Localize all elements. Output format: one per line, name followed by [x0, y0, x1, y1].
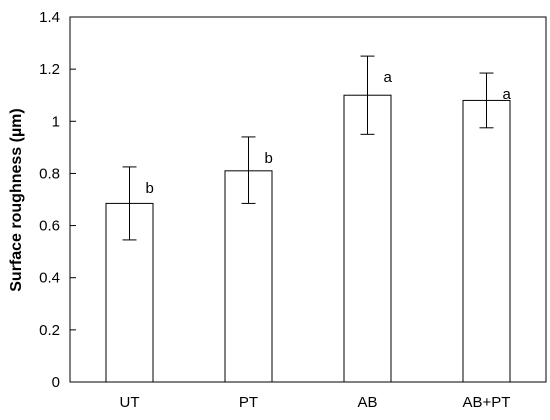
- y-tick-label: 0: [52, 374, 60, 391]
- significance-label: b: [265, 150, 273, 167]
- y-tick-label: 0.4: [39, 270, 60, 287]
- x-tick-label: AB: [357, 394, 377, 411]
- y-tick-label: 0.2: [39, 322, 60, 339]
- y-tick-label: 0.6: [39, 218, 60, 235]
- x-tick-label: PT: [239, 394, 258, 411]
- plot-area: 0 0.2 0.4 0.6 0.8 1 1.2 1.4 b UT b PT a AB a AB+PT: [39, 9, 547, 411]
- bar: [343, 94, 392, 383]
- significance-label: a: [384, 69, 393, 86]
- y-tick-label: 1.2: [39, 61, 60, 78]
- plot-frame: [69, 16, 547, 383]
- y-tick-label: 0.8: [39, 165, 60, 182]
- y-tick-label: 1: [52, 113, 60, 130]
- y-axis-title: Surface roughness (µm): [8, 108, 25, 291]
- bar: [224, 170, 273, 383]
- bar: [105, 202, 154, 383]
- significance-label: a: [503, 86, 512, 103]
- bar: [462, 99, 511, 383]
- x-tick-label: UT: [120, 394, 140, 411]
- y-tick-label: 1.4: [39, 9, 60, 26]
- x-tick-label: AB+PT: [463, 394, 511, 411]
- significance-label: b: [146, 180, 154, 197]
